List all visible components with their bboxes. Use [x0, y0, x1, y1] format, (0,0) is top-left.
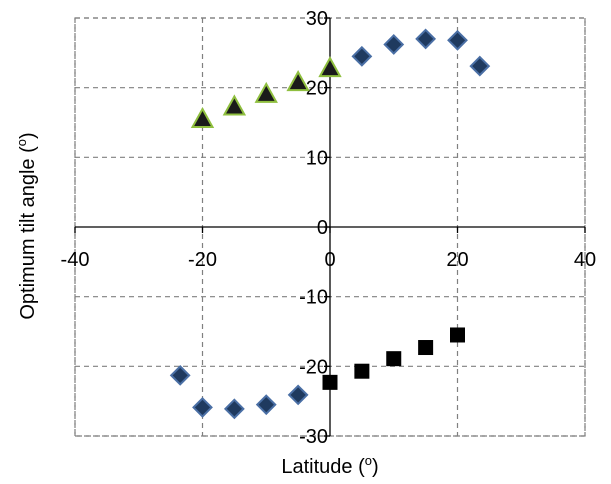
triangle-marker — [286, 70, 310, 92]
tick-labels: -40 -20 0 20 40 -30 -20 -10 0 10 20 30 — [61, 8, 597, 448]
square-marker — [386, 351, 402, 367]
square-marker — [354, 363, 370, 379]
diamond-marker — [469, 55, 491, 77]
x-axis-title: Latitude (o) — [281, 453, 378, 478]
y-tick-label: -20 — [299, 356, 328, 378]
triangle-marker — [190, 106, 215, 129]
y-tick-label: 10 — [306, 147, 328, 169]
triangle-marker — [318, 56, 342, 78]
x-tick-label: 20 — [446, 249, 468, 271]
x-tick-label: -20 — [188, 249, 217, 271]
y-tick-label: 30 — [306, 8, 328, 30]
triangle-marker — [254, 81, 278, 103]
triangle-marker — [222, 94, 247, 116]
y-tick-label: 0 — [317, 217, 328, 239]
diamond-marker — [383, 34, 405, 55]
y-axis-title: Optimum tilt angle (o) — [14, 132, 39, 319]
y-tick-label: -10 — [299, 287, 328, 309]
diamond-marker — [447, 29, 468, 51]
x-tick-label: -40 — [61, 249, 90, 271]
x-tick-label: 0 — [324, 249, 335, 271]
diamond-marker — [255, 394, 277, 416]
axes — [74, 17, 586, 437]
diamond-marker — [415, 28, 437, 50]
y-tick-label: 20 — [306, 78, 328, 100]
square-marker — [450, 327, 465, 343]
y-tick-label: -30 — [299, 426, 328, 448]
square-marker — [322, 374, 338, 390]
diamond-marker — [223, 398, 245, 420]
diamond-marker — [351, 45, 373, 67]
diamond-marker — [169, 364, 191, 386]
diamond-marker — [192, 397, 213, 418]
data-markers — [169, 28, 491, 420]
x-tick-label: 40 — [574, 249, 596, 271]
square-marker — [418, 340, 434, 356]
diamond-marker — [287, 384, 309, 406]
